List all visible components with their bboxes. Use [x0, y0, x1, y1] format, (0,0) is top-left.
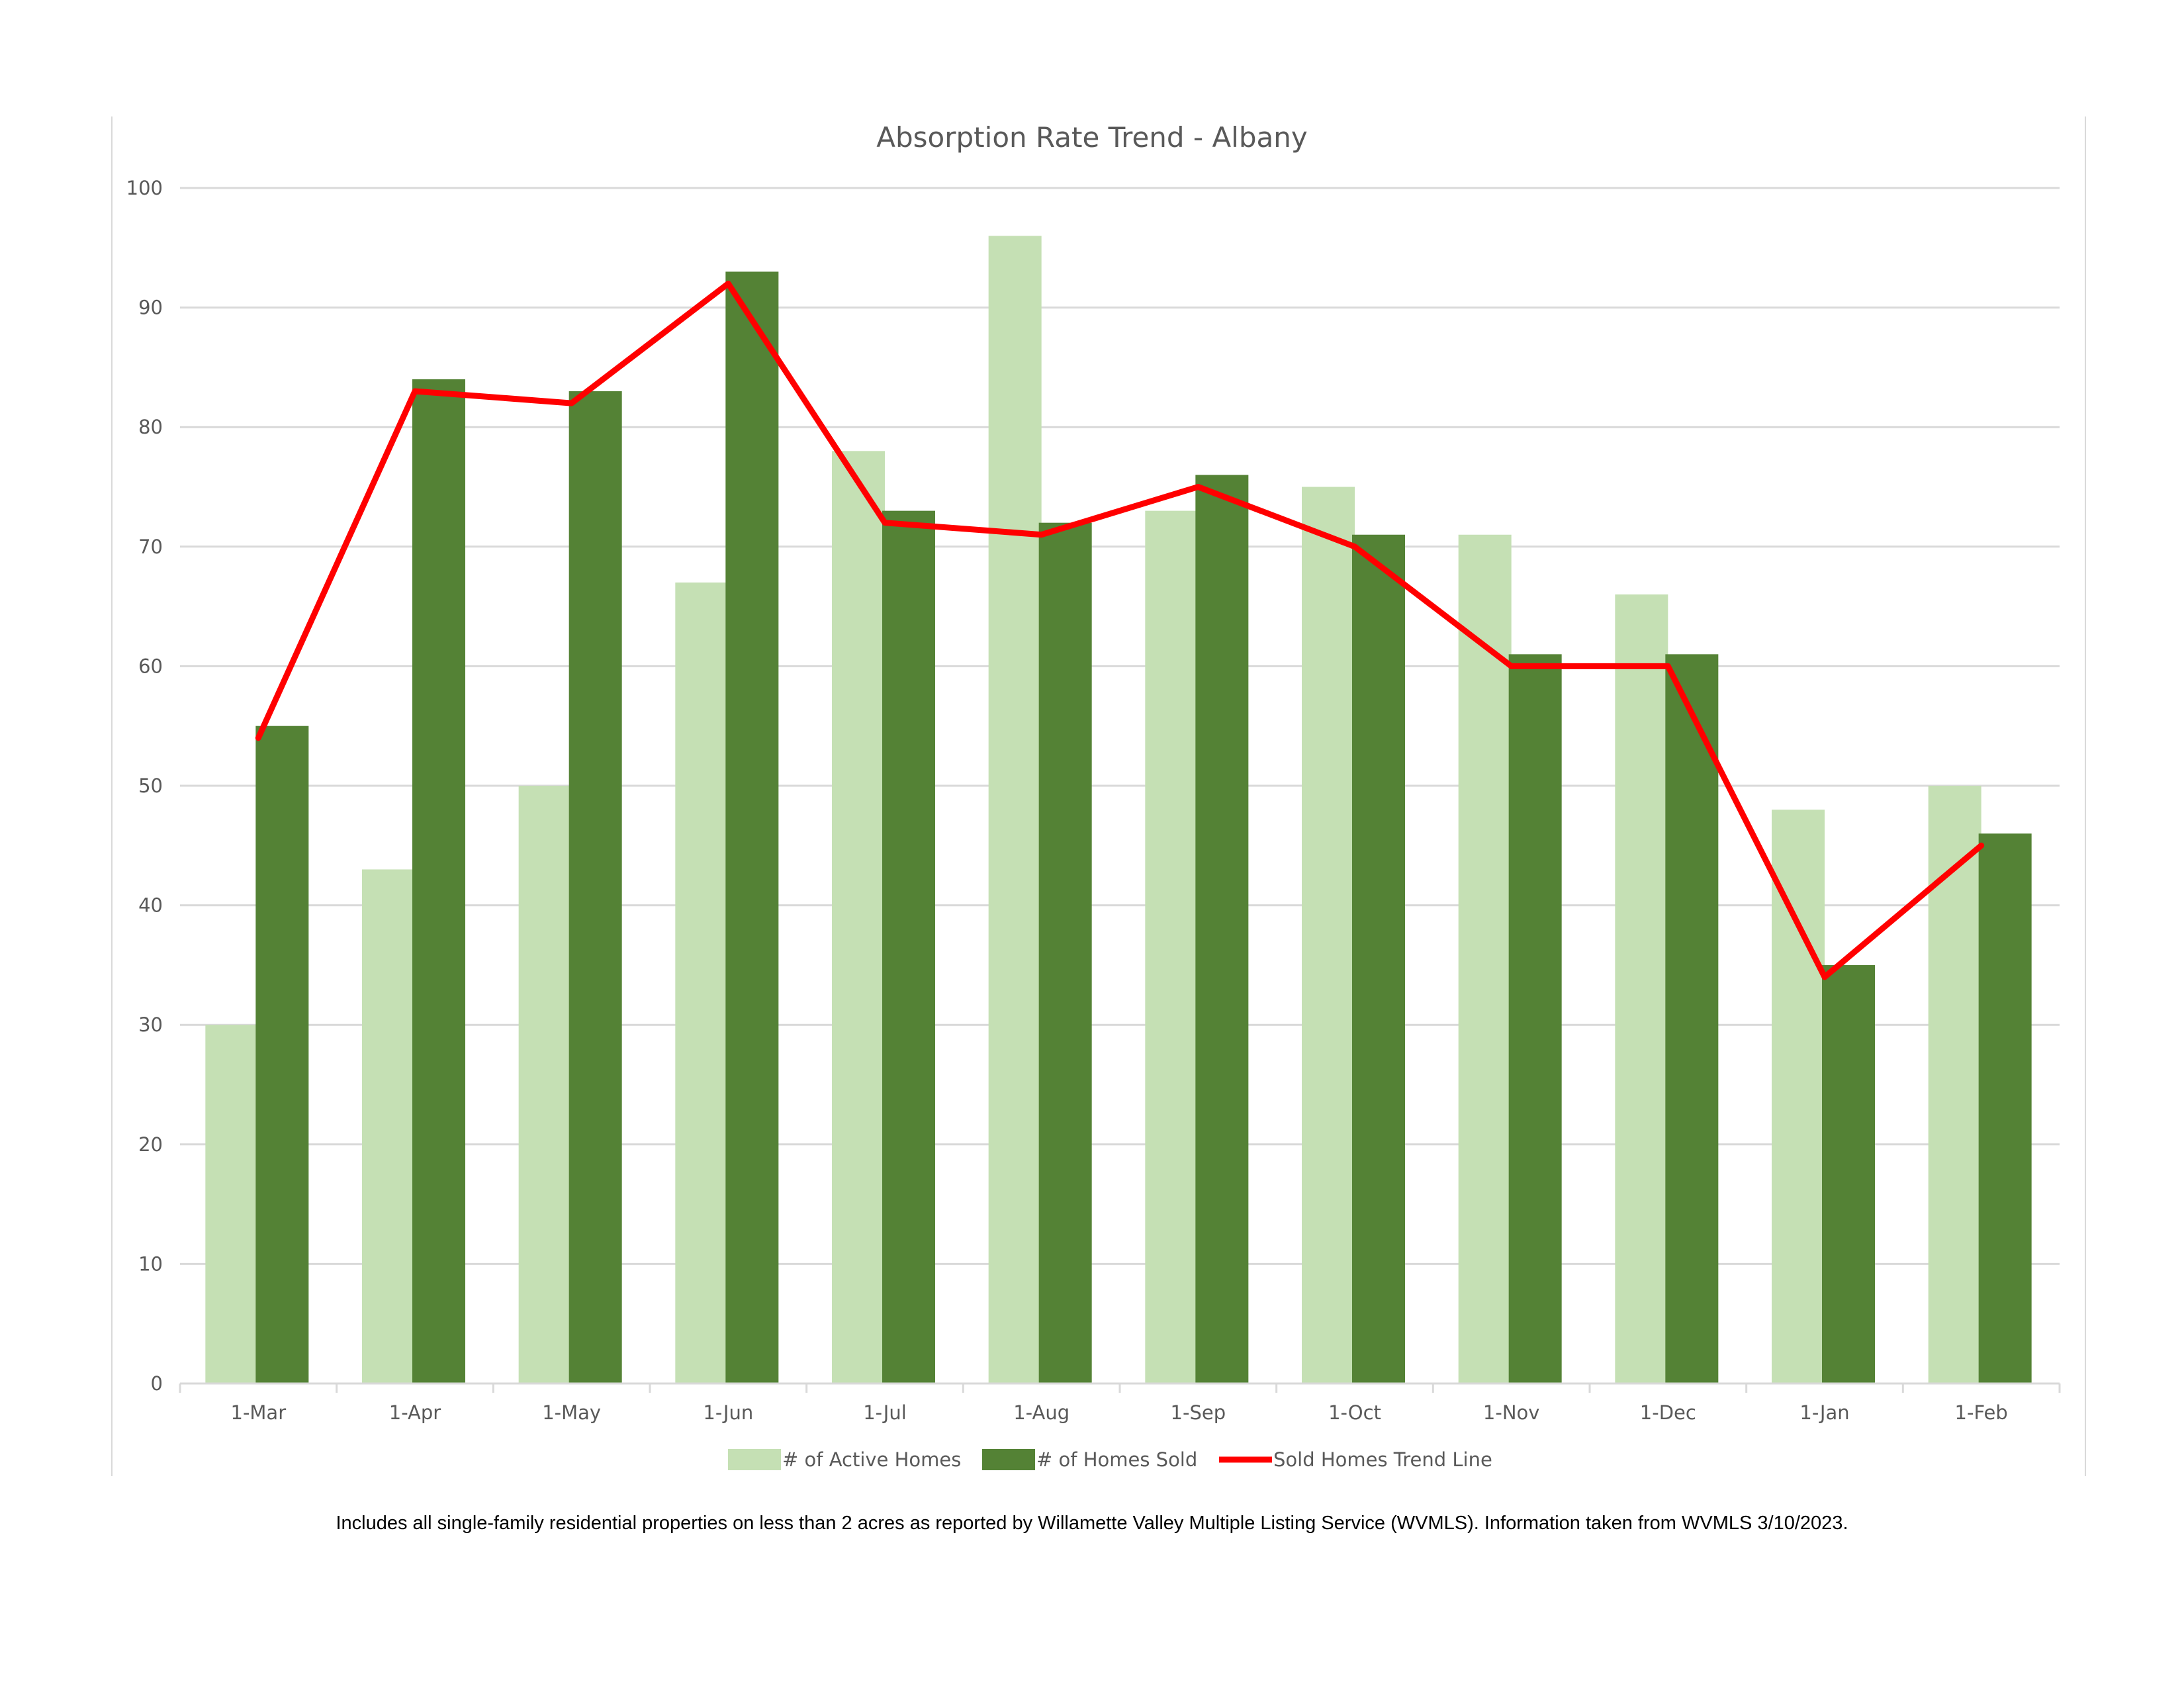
homes-sold-bar: [1195, 475, 1249, 1384]
gridlines: [180, 187, 2060, 1265]
x-tick-label: 1-Mar: [231, 1401, 287, 1424]
y-tick-label: 20: [138, 1133, 163, 1156]
y-tick-label: 0: [151, 1372, 163, 1395]
legend-swatch: [982, 1449, 1035, 1470]
active-homes-bar: [362, 869, 415, 1383]
x-tick-label: 1-Oct: [1328, 1401, 1381, 1424]
homes-sold-bar: [725, 271, 779, 1383]
legend-trend-line: Sold Homes Trend Line: [1219, 1448, 1492, 1471]
x-tick-label: 1-Jan: [1799, 1401, 1849, 1424]
trend-line-point: [1197, 486, 1199, 488]
chart-frame: [111, 117, 2086, 1476]
trend-line-point: [1040, 534, 1042, 536]
legend-label: # of Active Homes: [782, 1448, 961, 1471]
legend-homes-sold: # of Homes Sold: [982, 1448, 1197, 1471]
trend-line-point: [570, 402, 572, 404]
trend-line-layer: [255, 280, 1985, 980]
active-homes-bar: [1145, 510, 1199, 1383]
active-homes-bar: [1615, 594, 1668, 1383]
y-tick-label: 60: [138, 655, 163, 677]
homes-sold-bar: [1352, 534, 1405, 1383]
trend-line-point: [1510, 665, 1512, 667]
y-tick-label: 80: [138, 416, 163, 438]
footnote: Includes all single-family residential p…: [336, 1513, 1848, 1534]
active-homes-bar: [832, 451, 885, 1383]
x-tick-label: 1-Aug: [1013, 1401, 1069, 1424]
chart-title: Absorption Rate Trend - Albany: [876, 121, 1307, 154]
trend-line-point: [1980, 845, 1982, 847]
x-tick-label: 1-Jul: [863, 1401, 907, 1424]
y-tick-label: 90: [138, 297, 163, 319]
y-tick-label: 30: [138, 1013, 163, 1036]
x-tick-label: 1-Dec: [1640, 1401, 1696, 1424]
homes-sold-bar: [1665, 654, 1719, 1383]
y-tick-label: 10: [138, 1252, 163, 1275]
trend-line-point: [1667, 665, 1669, 667]
homes-sold-bar: [1822, 964, 1875, 1383]
y-tick-label: 40: [138, 894, 163, 917]
x-tick-label: 1-Apr: [389, 1401, 441, 1424]
homes-sold-bar: [882, 510, 935, 1383]
homes-sold-bar: [1038, 522, 1092, 1384]
legend: # of Active Homes # of Homes Sold Sold Hom…: [728, 1448, 1492, 1471]
x-tick-label: 1-Feb: [1955, 1401, 2008, 1424]
y-tick-label: 100: [126, 177, 163, 199]
y-tick-label: 50: [138, 774, 163, 797]
x-tick-label: 1-Nov: [1483, 1401, 1540, 1424]
active-homes-bar: [205, 1025, 259, 1383]
trend-line-point: [414, 391, 416, 393]
homes-sold-bar: [1508, 654, 1562, 1383]
x-tick-label: 1-Jun: [703, 1401, 753, 1424]
homes-sold-bar: [412, 379, 465, 1384]
homes-sold-bar: [1978, 833, 2032, 1383]
active-homes-bar: [1928, 786, 1981, 1383]
trend-line-point: [1354, 545, 1355, 547]
trend-line-point: [727, 283, 729, 285]
trend-line-point: [1824, 976, 1825, 978]
x-tick-label: 1-May: [542, 1401, 601, 1424]
y-tick-label: 70: [138, 536, 163, 558]
legend-swatch: [728, 1449, 781, 1470]
legend-label: Sold Homes Trend Line: [1273, 1448, 1492, 1471]
active-homes-bar: [518, 786, 572, 1383]
homes-sold-bar: [255, 726, 309, 1383]
sold-homes-trend-line: [255, 280, 1985, 980]
axes: 0 10 20 30 40 50 60 70 80 90 100 1-Mar 1-Apr 1-May 1-J…: [126, 177, 2061, 1424]
active-homes-bar: [675, 582, 729, 1383]
homes-sold-bar: [569, 391, 622, 1383]
x-tick-label: 1-Sep: [1171, 1401, 1226, 1424]
active-homes-bar: [988, 236, 1042, 1383]
legend-active-homes: # of Active Homes: [728, 1448, 961, 1471]
bars: [205, 236, 2032, 1384]
trend-line-point: [884, 522, 886, 524]
legend-label: # of Homes Sold: [1036, 1448, 1197, 1471]
active-homes-bar: [1302, 487, 1355, 1383]
trend-line-point: [257, 737, 259, 739]
active-homes-bar: [1772, 810, 1825, 1383]
active-homes-bar: [1458, 534, 1512, 1383]
